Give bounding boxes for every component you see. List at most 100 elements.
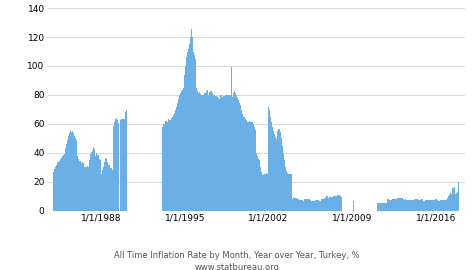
Bar [440, 200, 441, 211]
Bar [148, 124, 149, 211]
Bar [63, 155, 64, 211]
Bar [438, 201, 439, 211]
Bar [251, 122, 252, 211]
Bar [184, 75, 185, 211]
Bar [364, 203, 365, 211]
Bar [443, 200, 444, 211]
Bar [108, 165, 109, 211]
Bar [258, 159, 259, 211]
Bar [291, 174, 292, 211]
Bar [247, 122, 248, 211]
Bar [294, 198, 295, 211]
Bar [216, 96, 217, 211]
Bar [252, 122, 253, 211]
Bar [385, 203, 386, 211]
Bar [289, 174, 290, 211]
Bar [68, 136, 69, 211]
Bar [212, 93, 213, 211]
Bar [65, 148, 66, 211]
Bar [178, 99, 179, 211]
Bar [316, 200, 317, 211]
Bar [228, 95, 229, 211]
Bar [123, 120, 124, 211]
Bar [243, 117, 244, 211]
Bar [60, 159, 61, 211]
Bar [221, 95, 222, 211]
Bar [239, 103, 240, 211]
Bar [442, 200, 443, 211]
Bar [98, 155, 99, 211]
Bar [147, 125, 148, 211]
Bar [293, 197, 294, 211]
Bar [234, 91, 235, 211]
Bar [202, 95, 203, 211]
Bar [232, 97, 233, 211]
Bar [201, 95, 202, 211]
Bar [415, 199, 416, 211]
Bar [454, 187, 455, 211]
Bar [176, 107, 177, 211]
Bar [153, 117, 154, 211]
Bar [118, 120, 119, 211]
Bar [437, 200, 438, 211]
Bar [249, 121, 250, 211]
Bar [193, 52, 194, 211]
Bar [432, 200, 433, 211]
Bar [114, 122, 115, 211]
Bar [384, 203, 385, 211]
Bar [254, 127, 255, 211]
Bar [452, 188, 453, 211]
Bar [195, 59, 196, 211]
Bar [287, 173, 288, 211]
Bar [225, 95, 226, 211]
Bar [124, 119, 125, 211]
Bar [277, 131, 278, 211]
Bar [103, 167, 104, 211]
Bar [382, 203, 383, 211]
Bar [73, 133, 74, 211]
Bar [84, 167, 85, 211]
Bar [290, 174, 291, 211]
Bar [410, 200, 411, 211]
Bar [250, 122, 251, 211]
Bar [404, 200, 405, 211]
Bar [402, 198, 403, 211]
Bar [268, 107, 269, 211]
Bar [192, 37, 193, 211]
Bar [344, 196, 345, 211]
Bar [383, 203, 384, 211]
Bar [267, 174, 268, 211]
Bar [395, 199, 396, 211]
Bar [447, 198, 448, 211]
Bar [428, 200, 429, 211]
Bar [129, 120, 130, 211]
Bar [276, 139, 277, 211]
Bar [186, 57, 187, 211]
Bar [419, 200, 420, 211]
Bar [113, 126, 114, 211]
Bar [158, 102, 159, 211]
Bar [61, 157, 62, 211]
Bar [183, 88, 184, 211]
Bar [136, 124, 137, 211]
Bar [433, 200, 434, 211]
Bar [285, 167, 286, 211]
Bar [450, 193, 451, 211]
Bar [346, 197, 347, 211]
Bar [182, 90, 183, 211]
Bar [54, 169, 55, 211]
Bar [416, 199, 417, 211]
Bar [280, 132, 281, 211]
Bar [71, 132, 72, 211]
Bar [315, 200, 316, 211]
Bar [335, 196, 336, 211]
Bar [246, 120, 247, 211]
Bar [377, 203, 378, 211]
Bar [105, 157, 106, 211]
Bar [372, 204, 373, 211]
Bar [392, 199, 393, 211]
Bar [127, 111, 128, 211]
Bar [295, 198, 296, 211]
Bar [365, 204, 366, 211]
Bar [281, 139, 282, 211]
